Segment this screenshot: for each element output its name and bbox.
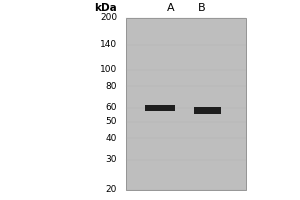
Text: 50: 50 bbox=[106, 117, 117, 126]
Text: B: B bbox=[198, 3, 206, 13]
Bar bbox=[145, 105, 175, 111]
Text: A: A bbox=[167, 3, 174, 13]
Text: 100: 100 bbox=[100, 65, 117, 74]
Bar bbox=[194, 107, 221, 114]
Text: 200: 200 bbox=[100, 14, 117, 22]
Text: 40: 40 bbox=[106, 134, 117, 143]
Text: 20: 20 bbox=[106, 186, 117, 194]
Text: 140: 140 bbox=[100, 40, 117, 49]
Bar bbox=[126, 18, 246, 190]
Text: 30: 30 bbox=[106, 155, 117, 164]
Text: 80: 80 bbox=[106, 82, 117, 91]
Text: 60: 60 bbox=[106, 103, 117, 112]
Text: kDa: kDa bbox=[94, 3, 117, 13]
